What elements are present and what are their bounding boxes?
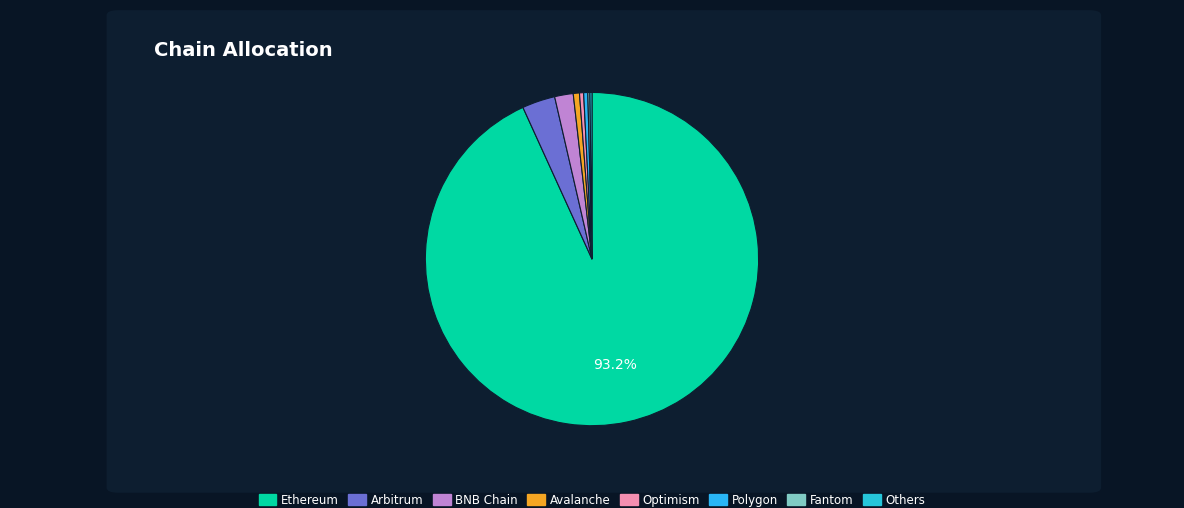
Wedge shape	[587, 92, 592, 259]
Wedge shape	[523, 97, 592, 259]
Wedge shape	[425, 92, 759, 426]
Wedge shape	[590, 92, 592, 259]
Wedge shape	[584, 92, 592, 259]
Text: Chain Allocation: Chain Allocation	[154, 41, 333, 59]
Wedge shape	[573, 93, 592, 259]
Wedge shape	[579, 92, 592, 259]
Wedge shape	[554, 93, 592, 259]
Legend: Ethereum, Arbitrum, BNB Chain, Avalanche, Optimism, Polygon, Fantom, Others: Ethereum, Arbitrum, BNB Chain, Avalanche…	[255, 489, 929, 508]
Text: 93.2%: 93.2%	[593, 358, 637, 372]
